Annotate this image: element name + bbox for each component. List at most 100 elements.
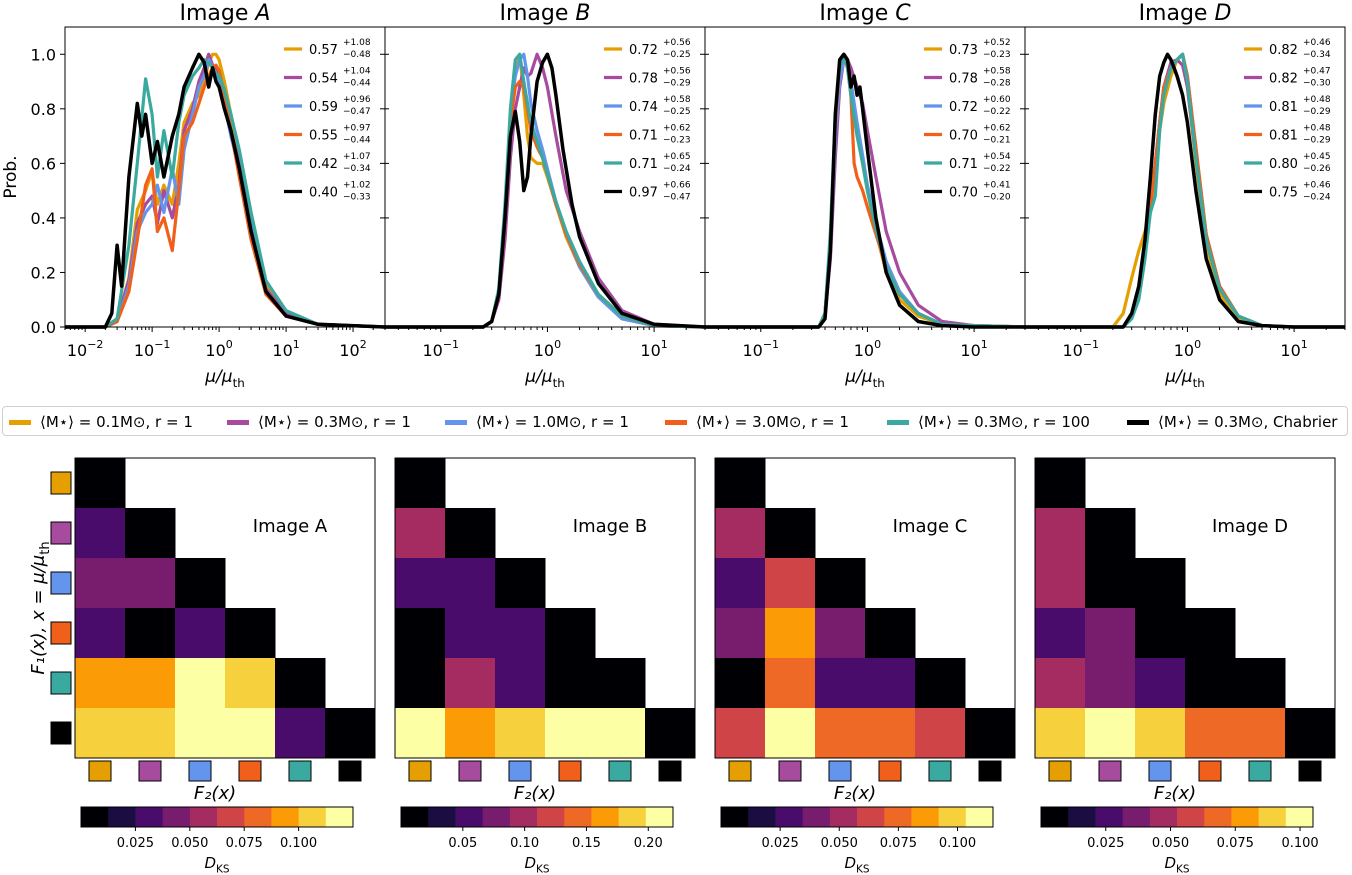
heatmap-cell (865, 608, 916, 659)
colorbar-segment (108, 807, 136, 827)
colorbar-segment (244, 807, 272, 827)
colorbar-segment (591, 807, 619, 827)
heatmap-x-label: F₂(x) (194, 783, 236, 804)
heatmap-cell (1085, 558, 1136, 609)
colorbar-segment (857, 807, 885, 827)
y-key-square-m10 (50, 571, 72, 595)
legend-entry-chab: ⟨M⋆⟩ = 0.3M⊙, Chabrier (1127, 413, 1337, 431)
median-value-m03r100: 0.71 (949, 157, 978, 172)
colorbar-segment (748, 807, 776, 827)
heatmap-cell (765, 658, 816, 709)
colorbar-tick-label: 0.100 (939, 836, 976, 851)
heatmap-cell (75, 608, 126, 659)
legend: ⟨M⋆⟩ = 0.1M⊙, r = 1 ⟨M⋆⟩ = 0.3M⊙, r = 1 … (2, 406, 1348, 436)
heatmap-cell (395, 608, 446, 659)
x-tick-label: 10−1 (742, 338, 779, 360)
x-key-square-m30 (1198, 760, 1222, 782)
median-minus-m03r100: −0.24 (663, 164, 691, 174)
heatmap-cell (1035, 708, 1086, 759)
colorbar-tick-label: 0.025 (117, 836, 154, 851)
median-value-m03r100: 0.71 (629, 157, 658, 172)
heatmap-label: Image A (253, 516, 328, 537)
median-value-m30: 0.70 (949, 129, 978, 144)
panel-median-legend: 0.82 +0.46 −0.34 0.82 +0.47 −0.30 0.81 +0.48 −0.… (1244, 38, 1331, 203)
x-tick-label: 100 (854, 338, 881, 360)
median-plus-m30: +0.62 (983, 124, 1011, 134)
median-minus-m03: −0.28 (983, 79, 1011, 89)
heatmap-cell (715, 508, 766, 559)
heatmap-cell (395, 458, 446, 509)
median-value-m01: 0.57 (309, 43, 338, 58)
median-minus-chab: −0.20 (983, 193, 1011, 203)
median-minus-m10: −0.22 (983, 107, 1011, 117)
heatmap-cell (1135, 708, 1186, 759)
heatmap-cell (1085, 608, 1136, 659)
median-plus-chab: +0.46 (1303, 181, 1331, 191)
panel-title-A: Image A (180, 1, 271, 26)
median-plus-m03: +1.04 (343, 67, 371, 77)
x-key-square-chab (1298, 760, 1322, 782)
x-key-square-m30 (238, 760, 262, 782)
heatmap-x-label: F₂(x) (834, 783, 876, 804)
x-key-square-m01 (408, 760, 432, 782)
median-plus-m03r100: +0.45 (1303, 152, 1331, 162)
y-tick-label: 0.8 (31, 100, 56, 119)
x-tick-label: 100 (205, 338, 232, 360)
colorbar-tick-label: 0.05 (448, 836, 477, 851)
heatmap-x-label: F₂(x) (514, 783, 556, 804)
x-key-square-m03r100 (928, 760, 952, 782)
legend-label-m03: ⟨M⋆⟩ = 0.3M⊙, r = 1 (258, 413, 411, 431)
colorbar-segment (298, 807, 327, 827)
ks-heatmap-B: Image B F₂(x) 0.05 0.10 0.15 0.20 DKS (394, 457, 696, 875)
x-tick-label: 10−2 (67, 338, 104, 360)
colorbar-segment (1258, 807, 1287, 827)
x-axis-label: μ/μth (844, 367, 885, 390)
heatmap-cell (75, 558, 126, 609)
median-value-m03r100: 0.42 (309, 157, 338, 172)
heatmap-cell (75, 658, 126, 709)
median-plus-m01: +1.08 (343, 38, 371, 48)
x-key-square-chab (978, 760, 1002, 782)
heatmap-cell (715, 458, 766, 509)
x-tick-label: 100 (534, 338, 561, 360)
heatmap-cell (75, 708, 126, 759)
heatmap-cell (915, 658, 966, 709)
x-tick-label: 10−1 (1062, 338, 1099, 360)
heatmap-cell (545, 658, 596, 709)
median-plus-chab: +1.02 (343, 181, 371, 191)
colorbar-segment (325, 807, 354, 827)
median-value-m30: 0.55 (309, 129, 338, 144)
heatmap-cell (1135, 608, 1186, 659)
colorbar: 0.025 0.050 0.075 0.100 DKS (720, 806, 994, 875)
x-key-square-m03 (1098, 760, 1122, 782)
median-value-m10: 0.74 (629, 100, 658, 115)
median-value-chab: 0.40 (309, 186, 338, 201)
colorbar-tick-label: 0.15 (572, 836, 601, 851)
panel-title-D: Image D (1139, 1, 1232, 26)
heatmap-cell (175, 708, 226, 759)
colorbar-segment (1095, 807, 1123, 827)
y-tick-label: 1.0 (31, 45, 56, 64)
colorbar-segment (81, 807, 109, 827)
heatmap-cell (1135, 658, 1186, 709)
colorbar-segment (189, 807, 218, 827)
median-plus-m01: +0.46 (1303, 38, 1331, 48)
colorbar-tick-label: 0.100 (280, 836, 317, 851)
heatmap-cell (1235, 708, 1286, 759)
x-key-square-chab (338, 760, 362, 782)
median-plus-m30: +0.48 (1303, 124, 1331, 134)
heatmap-cell (125, 558, 176, 609)
heatmap-cell (1185, 608, 1236, 659)
legend-swatch-chab (1127, 419, 1149, 425)
median-plus-chab: +0.41 (983, 181, 1011, 191)
x-key-square-m01 (728, 760, 752, 782)
y-key-square-m03 (50, 521, 72, 545)
x-tick-label: 102 (339, 338, 366, 360)
x-key-square-m03 (458, 760, 482, 782)
heatmap-cell (815, 558, 866, 609)
legend-label-m01: ⟨M⋆⟩ = 0.1M⊙, r = 1 (40, 413, 193, 431)
heatmap-cell (965, 708, 1016, 759)
colorbar-frame (80, 806, 354, 828)
x-tick-label: 101 (960, 338, 987, 360)
colorbar-segment (428, 807, 456, 827)
